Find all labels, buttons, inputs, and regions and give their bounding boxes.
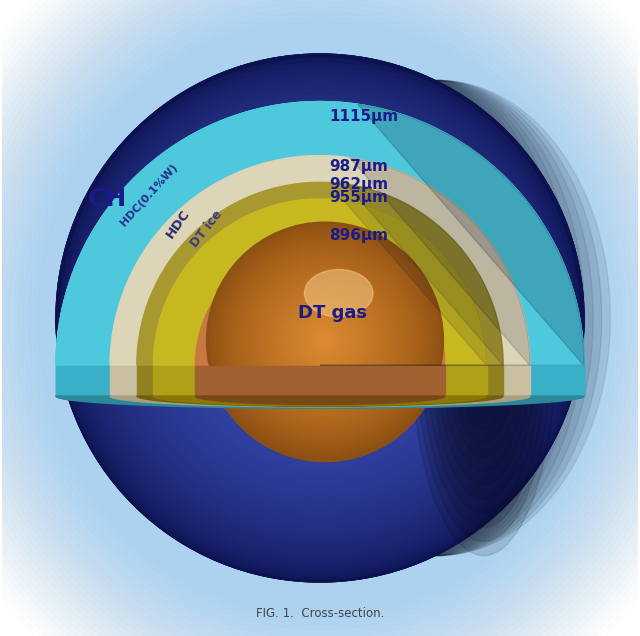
- Polygon shape: [69, 67, 571, 366]
- Polygon shape: [154, 396, 486, 404]
- Circle shape: [292, 310, 358, 376]
- Circle shape: [107, 105, 533, 531]
- Circle shape: [277, 275, 363, 361]
- Polygon shape: [59, 318, 581, 579]
- Polygon shape: [217, 318, 423, 421]
- Polygon shape: [262, 318, 378, 376]
- Circle shape: [266, 284, 384, 403]
- Polygon shape: [56, 396, 584, 406]
- Polygon shape: [56, 159, 320, 366]
- Polygon shape: [311, 309, 329, 366]
- Circle shape: [304, 322, 346, 364]
- Polygon shape: [162, 160, 478, 366]
- Polygon shape: [198, 318, 442, 439]
- Polygon shape: [249, 318, 391, 389]
- Polygon shape: [246, 318, 394, 392]
- Polygon shape: [445, 366, 486, 396]
- Circle shape: [209, 228, 440, 459]
- Circle shape: [313, 331, 337, 355]
- Circle shape: [275, 293, 375, 394]
- Circle shape: [234, 232, 406, 404]
- Polygon shape: [294, 318, 346, 344]
- Circle shape: [303, 301, 337, 335]
- Circle shape: [113, 111, 527, 525]
- Circle shape: [122, 120, 518, 516]
- Circle shape: [236, 254, 414, 432]
- Circle shape: [239, 255, 411, 426]
- Circle shape: [311, 309, 329, 327]
- Polygon shape: [175, 173, 465, 366]
- Polygon shape: [317, 318, 323, 321]
- Circle shape: [260, 259, 380, 377]
- Ellipse shape: [305, 273, 373, 321]
- Circle shape: [63, 60, 577, 576]
- Circle shape: [245, 263, 405, 423]
- Circle shape: [244, 242, 396, 394]
- Polygon shape: [188, 318, 452, 450]
- Circle shape: [287, 285, 353, 351]
- Polygon shape: [77, 318, 563, 561]
- Circle shape: [120, 118, 520, 518]
- Polygon shape: [154, 366, 195, 396]
- Polygon shape: [148, 146, 492, 366]
- Polygon shape: [137, 183, 503, 366]
- Circle shape: [221, 237, 429, 444]
- Polygon shape: [259, 318, 381, 378]
- Polygon shape: [180, 318, 460, 458]
- Polygon shape: [307, 305, 333, 366]
- Ellipse shape: [28, 11, 612, 625]
- Polygon shape: [201, 318, 439, 437]
- Ellipse shape: [305, 273, 373, 321]
- Circle shape: [278, 296, 372, 391]
- Circle shape: [276, 274, 364, 362]
- Circle shape: [263, 261, 377, 375]
- Circle shape: [164, 162, 476, 474]
- Polygon shape: [114, 318, 526, 524]
- Polygon shape: [193, 190, 447, 366]
- Circle shape: [208, 206, 432, 430]
- Circle shape: [296, 314, 355, 373]
- Circle shape: [266, 281, 384, 400]
- Polygon shape: [303, 300, 337, 366]
- Polygon shape: [179, 177, 461, 366]
- Circle shape: [280, 279, 360, 357]
- Ellipse shape: [336, 80, 541, 556]
- Circle shape: [155, 153, 485, 483]
- Circle shape: [313, 329, 337, 352]
- Circle shape: [280, 299, 369, 387]
- Polygon shape: [101, 318, 539, 537]
- Polygon shape: [167, 318, 473, 471]
- Polygon shape: [204, 318, 436, 434]
- Circle shape: [79, 77, 561, 559]
- Circle shape: [289, 287, 351, 349]
- Polygon shape: [104, 318, 536, 534]
- Circle shape: [296, 294, 344, 342]
- Polygon shape: [56, 54, 584, 366]
- Circle shape: [127, 125, 513, 511]
- Ellipse shape: [328, 273, 362, 296]
- Circle shape: [63, 60, 577, 576]
- Ellipse shape: [310, 80, 568, 556]
- Circle shape: [310, 326, 340, 356]
- Polygon shape: [296, 318, 344, 342]
- Circle shape: [122, 120, 518, 516]
- Circle shape: [67, 65, 573, 571]
- Circle shape: [98, 96, 542, 540]
- Circle shape: [109, 107, 531, 529]
- Circle shape: [269, 287, 381, 399]
- Circle shape: [275, 293, 375, 394]
- Polygon shape: [154, 318, 486, 484]
- Polygon shape: [141, 318, 499, 497]
- Polygon shape: [93, 318, 547, 545]
- Circle shape: [186, 184, 454, 452]
- Polygon shape: [146, 318, 494, 492]
- Polygon shape: [106, 318, 534, 532]
- Polygon shape: [195, 241, 445, 366]
- Polygon shape: [283, 318, 357, 355]
- Circle shape: [272, 290, 378, 396]
- Polygon shape: [110, 396, 530, 405]
- Circle shape: [257, 275, 393, 411]
- Polygon shape: [530, 366, 584, 396]
- Circle shape: [138, 137, 502, 499]
